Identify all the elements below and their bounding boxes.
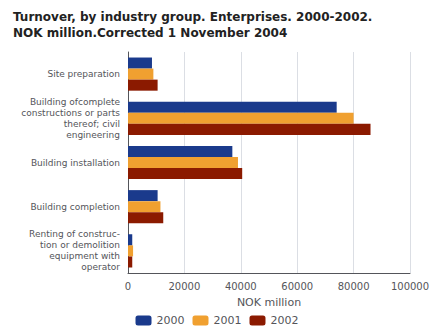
svg-text:Building ofcomplete: Building ofcomplete bbox=[30, 97, 121, 107]
svg-text:equipment with: equipment with bbox=[49, 251, 120, 261]
svg-text:2002: 2002 bbox=[270, 314, 298, 327]
svg-text:operator: operator bbox=[81, 262, 120, 272]
svg-text:60000: 60000 bbox=[281, 281, 313, 292]
svg-text:0: 0 bbox=[125, 281, 131, 292]
svg-text:20000: 20000 bbox=[168, 281, 200, 292]
svg-text:Renting of construc-: Renting of construc- bbox=[29, 229, 120, 239]
svg-text:2000: 2000 bbox=[157, 314, 185, 327]
svg-text:Site preparation: Site preparation bbox=[47, 69, 120, 79]
svg-text:2001: 2001 bbox=[214, 314, 242, 327]
svg-text:100000: 100000 bbox=[391, 281, 429, 292]
svg-text:tion or demolition: tion or demolition bbox=[40, 240, 120, 250]
svg-text:engineering: engineering bbox=[66, 130, 120, 140]
svg-text:NOK million.Corrected 1 Novemb: NOK million.Corrected 1 November 2004 bbox=[13, 26, 287, 40]
svg-text:Turnover, by industry group. E: Turnover, by industry group. Enterprises… bbox=[13, 10, 372, 24]
svg-text:NOK million: NOK million bbox=[237, 296, 301, 309]
svg-text:constructions or parts: constructions or parts bbox=[21, 108, 120, 118]
svg-text:80000: 80000 bbox=[338, 281, 370, 292]
svg-text:Building installation: Building installation bbox=[31, 158, 120, 168]
svg-text:40000: 40000 bbox=[225, 281, 257, 292]
svg-text:thereof; civil: thereof; civil bbox=[64, 119, 120, 129]
svg-text:Building completion: Building completion bbox=[30, 202, 120, 212]
